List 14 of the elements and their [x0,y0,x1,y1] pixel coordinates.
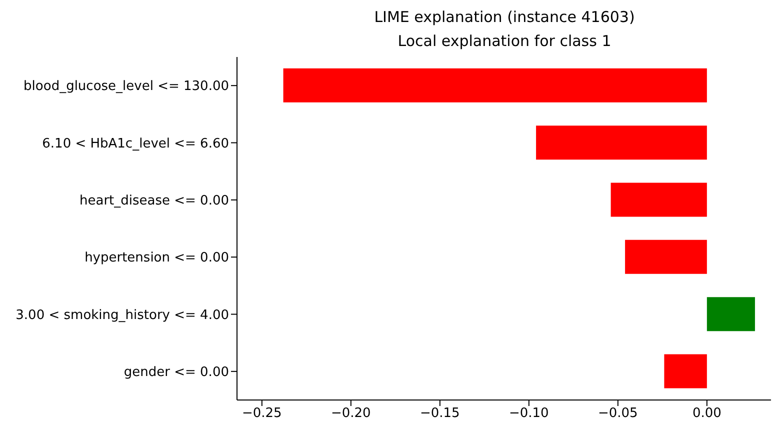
x-tick-label: 0.00 [692,406,722,422]
y-tick-label: hypertension <= 0.00 [84,250,229,266]
y-tick-label: gender <= 0.00 [124,365,229,380]
y-tick-label: 6.10 < HbA1c_level <= 6.60 [42,136,229,152]
x-tick-label: −0.15 [420,406,460,422]
chart-subtitle: Local explanation for class 1 [396,32,612,50]
x-tick-label: −0.10 [509,406,549,422]
y-tick-label: heart_disease <= 0.00 [79,194,229,209]
x-tick-label: −0.20 [331,406,371,422]
x-tick-label: −0.25 [242,406,282,422]
y-tick-label: blood_glucose_level <= 130.00 [24,79,229,94]
x-tick-label: −0.05 [598,406,638,422]
y-tick-label: 3.00 < smoking_history <= 4.00 [16,308,229,323]
chart-title: LIME explanation (instance 41603) [373,8,636,26]
